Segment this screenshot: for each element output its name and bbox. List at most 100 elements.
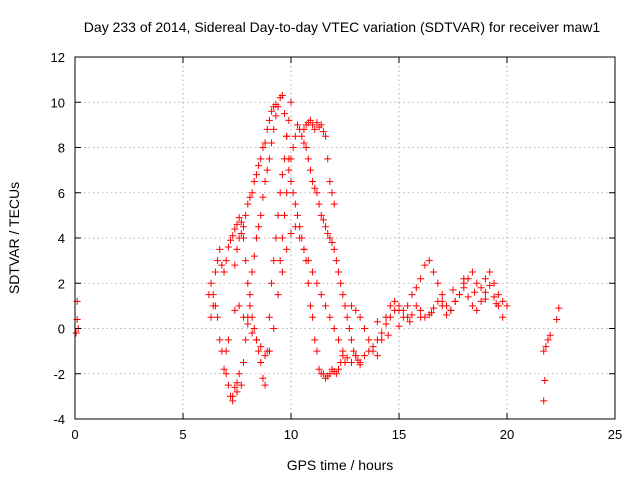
data-point (352, 306, 360, 314)
data-point (503, 302, 511, 310)
x-tick-label: 20 (500, 427, 514, 442)
data-point (285, 166, 293, 174)
data-point (417, 275, 425, 283)
data-point (313, 347, 321, 355)
data-point (246, 302, 254, 310)
data-point (252, 234, 260, 242)
data-point (298, 132, 306, 140)
data-point (386, 302, 394, 310)
x-tick-labels: 0 5 10 15 20 25 (71, 427, 622, 442)
data-point (270, 325, 278, 332)
data-point (412, 284, 420, 292)
data-point (460, 275, 468, 283)
data-point (248, 268, 256, 276)
data-point (492, 300, 500, 308)
data-point (347, 336, 355, 344)
data-point (356, 313, 364, 321)
data-point (220, 268, 228, 276)
data-point (278, 268, 286, 276)
data-point (447, 306, 455, 314)
data-point (209, 291, 217, 299)
x-tick-label: 10 (284, 427, 298, 442)
data-point (246, 291, 254, 299)
data-point (224, 243, 232, 251)
data-point (360, 325, 368, 332)
data-point (231, 261, 239, 269)
data-point (244, 279, 252, 287)
data-point (309, 268, 317, 276)
data-point (328, 189, 336, 197)
data-point (220, 365, 228, 373)
data-point (233, 245, 241, 253)
data-point (293, 211, 301, 219)
y-tick-label: -2 (53, 367, 65, 382)
data-point (214, 257, 222, 265)
data-point (306, 166, 314, 174)
data-point (438, 291, 446, 299)
data-point (222, 370, 230, 378)
data-point (317, 121, 325, 129)
data-point (335, 365, 343, 373)
data-point (417, 306, 425, 314)
data-point (237, 381, 245, 389)
data-point (274, 211, 282, 219)
data-point (427, 309, 435, 317)
data-point (404, 302, 412, 310)
data-point (352, 352, 360, 360)
data-point (313, 119, 321, 127)
data-point (272, 101, 280, 109)
data-point (311, 184, 319, 192)
data-point (265, 347, 273, 355)
data-point (300, 245, 308, 253)
data-point (263, 166, 271, 174)
data-point (369, 343, 377, 351)
y-tick-labels: -4 -2 0 2 4 6 8 10 12 (51, 50, 65, 427)
data-point (335, 336, 343, 344)
data-point (339, 347, 347, 355)
data-point (326, 177, 334, 185)
data-point (244, 200, 252, 208)
data-point (287, 98, 295, 106)
data-point (242, 257, 250, 265)
data-point (546, 331, 554, 339)
data-point (207, 313, 215, 321)
data-point (302, 144, 310, 151)
data-point (237, 218, 245, 226)
data-point (460, 284, 468, 292)
data-point (289, 189, 297, 197)
data-point (356, 358, 364, 366)
data-point (278, 91, 286, 99)
data-point (261, 139, 269, 147)
data-point (317, 291, 325, 299)
x-tick-label: 25 (608, 427, 622, 442)
data-point (315, 200, 323, 208)
data-point (261, 352, 269, 360)
data-point (272, 112, 280, 120)
data-point (373, 318, 381, 326)
data-point (477, 297, 485, 305)
data-point (261, 177, 269, 185)
data-point (443, 311, 451, 319)
data-point (311, 336, 319, 344)
data-point (490, 293, 498, 301)
data-point (540, 397, 548, 405)
data-point (231, 383, 239, 391)
data-point (430, 268, 438, 276)
data-point (259, 374, 267, 382)
data-point (499, 297, 507, 305)
data-point (268, 139, 276, 147)
data-point (384, 331, 392, 339)
data-point (449, 286, 457, 294)
data-point (293, 121, 301, 129)
data-point (257, 155, 265, 163)
y-tick-label: 10 (51, 95, 65, 110)
data-point (540, 347, 548, 355)
data-point (328, 239, 336, 247)
data-point (315, 365, 323, 373)
data-point (490, 279, 498, 287)
y-tick-label: 0 (58, 322, 65, 337)
data-point (324, 229, 332, 237)
data-point (391, 306, 399, 314)
chart-title: Day 233 of 2014, Sidereal Day-to-day VTE… (84, 19, 601, 35)
data-point (289, 144, 297, 151)
